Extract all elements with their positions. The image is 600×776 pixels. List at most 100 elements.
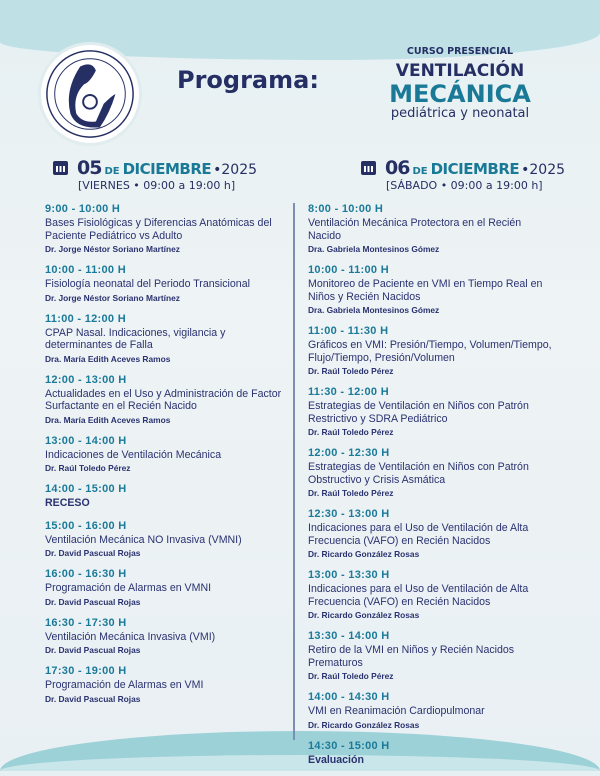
session-title: Bases Fisiológicas y Diferencias Anatómi… [45,217,272,242]
session-time: 14:00 - 14:30 H [308,691,390,703]
session-speaker: Dr. Raúl Toledo Pérez [308,366,394,376]
day-detail: [SÁBADO • 09:00 a 19:00 h] [386,179,543,192]
column-divider [293,203,295,740]
session-time: 13:30 - 14:00 H [308,630,390,642]
day-number: 05 [77,157,102,179]
day-1-schedule: 9:00 - 10:00 H Bases Fisiológicas y Difer… [45,203,290,714]
session-speaker: Dr. Raúl Toledo Pérez [308,427,394,437]
session-time: 12:30 - 13:00 H [308,508,390,520]
session-title: Indicaciones para el Uso de Ventilación … [308,522,529,547]
session-item: 13:00 - 13:30 H Indicaciones para el Uso … [308,569,553,620]
session-item: 11:30 - 12:00 H Estrategias de Ventilació… [308,386,553,437]
session-title: Programación de Alarmas en VMNI [45,582,212,594]
course-subtitle: pediátrica y neonatal [390,106,530,121]
session-speaker: Dr. Raúl Toledo Pérez [308,488,394,498]
session-time: 15:00 - 16:00 H [45,519,127,532]
session-item: 9:00 - 10:00 H Bases Fisiológicas y Difer… [45,203,290,254]
session-speaker: Dr. Ricardo González Rosas [308,719,420,730]
session-time: 13:00 - 14:00 H [45,434,127,447]
calendar-icon [361,161,376,175]
session-item: 14:00 - 14:30 H VMI en Reanimación Cardio… [308,691,553,730]
session-speaker: Dra. María Edith Aceves Ramos [45,414,171,425]
title-line-1: VENTILACIÓN [395,61,525,81]
session-speaker: Dr. David Pascual Rojas [45,645,141,655]
session-title: Fisiología neonatal del Periodo Transici… [45,278,250,290]
session-time: 17:30 - 19:00 H [45,665,127,677]
year: •2025 [521,162,566,178]
day-2-schedule: 8:00 - 10:00 H Ventilación Mecánica Prote… [308,203,553,776]
title-line-2: MECÁNICA [389,80,531,108]
session-title: VMI en Reanimación Cardiopulmonar [308,705,485,717]
de-label: DE [412,166,428,177]
session-time: 16:00 - 16:30 H [45,568,127,580]
session-item: 10:00 - 11:00 H Monitoreo de Paciente en … [308,264,553,315]
session-speaker: Dra. Gabriela Montesinos Gómez [308,244,440,254]
session-title: RECESO [45,497,90,509]
year: •2025 [213,162,258,178]
session-title: Gráficos en VMI: Presión/Tiempo, Volumen… [308,339,552,364]
day-number: 06 [385,157,410,179]
session-speaker: Dra. María Edith Aceves Ramos [45,353,171,364]
calendar-icon [53,161,68,175]
session-time: 10:00 - 11:00 H [308,264,389,276]
session-item: 13:30 - 14:00 H Retiro de la VMI en Niños… [308,630,553,681]
session-time: 12:00 - 12:30 H [308,447,390,459]
session-speaker: Dr. Ricardo González Rosas [308,610,420,620]
session-time: 11:00 - 11:30 H [308,325,389,337]
session-time: 16:30 - 17:30 H [45,616,127,629]
session-item: 11:00 - 11:30 H Gráficos en VMI: Presión/… [308,325,553,376]
session-title: Ventilación Mecánica NO Invasiva (VMNI) [45,533,242,546]
session-item: 11:00 - 12:00 H CPAP Nasal. Indicaciones,… [45,313,290,364]
course-type: CURSO PRESENCIAL [406,46,514,57]
session-title: Evaluación [308,753,364,766]
session-item: 12:00 - 12:30 H Estrategias de Ventilació… [308,447,553,498]
day-detail: [VIERNES • 09:00 a 19:00 h] [78,179,236,192]
day-1-date: 05 DE DICIEMBRE •2025 [VIERNES • 09:00 a 19… [53,157,257,192]
smp-logo [38,42,142,146]
session-speaker: Dr. Jorge Néstor Soriano Martínez [45,292,180,303]
session-title: Actualidades en el Uso y Administración … [45,387,282,413]
session-item: 8:00 - 10:00 H Ventilación Mecánica Prote… [308,203,553,254]
session-time: 11:30 - 12:00 H [308,386,389,398]
session-title: Programación de Alarmas en VMI [45,679,204,691]
session-time: 13:00 - 13:30 H [308,569,390,581]
session-speaker: Dr. David Pascual Rojas [45,548,141,558]
session-item: 14:30 - 15:00 H Evaluación [308,740,553,767]
session-title: Monitoreo de Paciente en VMI en Tiempo R… [308,278,543,303]
month: DICIEMBRE [430,160,520,178]
session-speaker: Dra. Gabriela Montesinos Gómez [308,305,440,315]
session-speaker: Dr. Ricardo González Rosas [308,549,420,559]
session-time: 10:00 - 11:00 H [45,264,126,276]
session-item: 17:30 - 19:00 H Programación de Alarmas e… [45,665,290,704]
session-time: 12:00 - 13:00 H [45,373,127,386]
session-speaker: Dr. Raúl Toledo Pérez [308,671,394,681]
session-item: 16:00 - 16:30 H Programación de Alarmas e… [45,568,290,607]
session-item: 15:00 - 16:00 H Ventilación Mecánica NO I… [45,520,290,559]
session-item: 14:00 - 15:00 H RECESO [45,483,290,510]
day-2-date: 06 DE DICIEMBRE •2025 [SÁBADO • 09:00 a 19:… [361,157,565,192]
session-time: 14:00 - 15:00 H [45,483,127,495]
bottom-wave-light [0,755,600,771]
session-speaker: Dr. David Pascual Rojas [45,693,141,704]
session-title: Ventilación Mecánica Protectora en el Re… [308,217,522,242]
session-title: Retiro de la VMI en Niños y Recién Nacid… [308,644,515,669]
session-time: 14:30 - 15:00 H [308,739,390,752]
session-title: CPAP Nasal. Indicaciones, vigilancia y d… [45,326,226,352]
session-title: Indicaciones para el Uso de Ventilación … [308,583,529,608]
course-title: CURSO PRESENCIAL VENTILACIÓN MECÁNICA pe… [370,46,550,121]
session-time: 8:00 - 10:00 H [308,203,384,215]
program-heading: Programa: [177,66,319,94]
session-item: 12:00 - 13:00 H Actualidades en el Uso y … [45,374,290,425]
session-item: 13:00 - 14:00 H Indicaciones de Ventilaci… [45,435,290,474]
session-time: 9:00 - 10:00 H [45,203,121,215]
session-speaker: Dr. David Pascual Rojas [45,596,141,607]
session-speaker: Dr. Raúl Toledo Pérez [45,463,131,473]
session-title: Estrategias de Ventilación en Niños con … [308,400,529,425]
session-item: 10:00 - 11:00 H Fisiología neonatal del P… [45,264,290,303]
de-label: DE [104,166,120,177]
session-speaker: Dr. Jorge Néstor Soriano Martínez [45,244,180,254]
session-title: Indicaciones de Ventilación Mecánica [45,448,222,461]
month: DICIEMBRE [122,160,212,178]
session-title: Estrategias de Ventilación en Niños con … [308,461,529,486]
session-item: 12:30 - 13:00 H Indicaciones para el Uso … [308,508,553,559]
